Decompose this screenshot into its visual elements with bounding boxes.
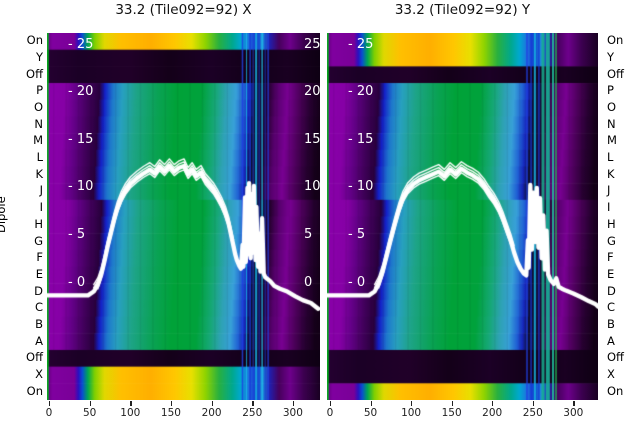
x-tick-label: 50 [82, 407, 97, 419]
row-label-right: Off [607, 350, 624, 365]
scale-label-right: 5 [304, 227, 313, 242]
x-tick-mark [49, 401, 51, 406]
row-label-left: On [26, 33, 43, 48]
scale-label-left: - 25 [68, 37, 94, 52]
row-label-right: C [607, 300, 616, 315]
row-label-left: Off [26, 350, 43, 365]
x-tick-mark [292, 401, 295, 406]
x-tick-mark [130, 401, 132, 406]
x-tick-label: 200 [482, 407, 503, 419]
x-tick-mark [170, 401, 173, 406]
row-label-right: Off [607, 66, 624, 81]
row-label-left: N [34, 116, 43, 131]
row-label-right: On [607, 383, 624, 398]
row-label-right: A [607, 333, 615, 348]
scale-label-right: 0 [304, 275, 313, 290]
x-tick-label: 200 [201, 407, 222, 419]
scale-label-left: - 10 [68, 179, 94, 194]
row-label-left: O [33, 100, 43, 115]
row-label-left: Y [35, 50, 43, 65]
scale-label-left: - 0 [68, 275, 86, 290]
row-label-right: P [607, 83, 614, 98]
row-label-right: On [607, 33, 624, 48]
row-label-left: On [26, 383, 43, 398]
x-tick-mark [573, 401, 575, 406]
row-label-right: I [607, 200, 611, 215]
heatmap-panel-x: - 25 - 20 - 15 - 10 - 5 - 0 25 20 15 10 5 0 [47, 33, 320, 400]
x-tick-mark [451, 401, 453, 406]
row-label-right: L [607, 150, 614, 165]
panel-y-title: 33.2 (Tile092=92) Y [394, 2, 531, 18]
x-tick-label: 50 [363, 407, 378, 419]
scale-label-left: - 0 [348, 275, 366, 290]
x-tick-label: 0 [45, 407, 53, 419]
scale-label-left: - 15 [68, 132, 94, 147]
scale-label-left: - 5 [68, 227, 86, 242]
x-tick-mark [532, 401, 535, 406]
x-tick-mark [411, 401, 413, 406]
heatmap-canvas-x [47, 33, 320, 400]
row-label-left: H [34, 216, 43, 231]
x-tick-label: 250 [522, 407, 543, 419]
x-tick-mark [211, 401, 213, 406]
scale-label-left: - 20 [68, 84, 94, 99]
x-tick-label: 100 [120, 407, 141, 419]
row-label-left: K [35, 166, 43, 181]
row-label-left: G [34, 233, 43, 248]
x-tick-label: 0 [326, 407, 334, 419]
row-label-left: Off [26, 66, 43, 81]
x-tick-mark [252, 401, 254, 406]
row-label-right: D [607, 283, 616, 298]
scale-label-left: - 10 [348, 179, 374, 194]
scale-label-left: - 5 [348, 227, 366, 242]
row-label-right: H [607, 216, 616, 231]
row-label-right: N [607, 116, 616, 131]
row-label-right: F [607, 250, 614, 265]
x-tick-label: 150 [160, 407, 181, 419]
x-tick-mark [492, 401, 494, 406]
x-tick-mark [330, 401, 332, 406]
row-label-left: J [39, 183, 43, 198]
x-tick-label: 100 [401, 407, 422, 419]
row-label-left: X [35, 366, 43, 381]
row-label-left: B [35, 316, 43, 331]
scale-label-left: - 20 [348, 84, 374, 99]
scale-label-right: 15 [304, 132, 320, 147]
row-label-left: C [34, 300, 43, 315]
row-label-left: L [36, 150, 43, 165]
row-label-left: E [35, 266, 43, 281]
scale-label-right: 10 [304, 179, 320, 194]
scale-label-right: 20 [304, 84, 320, 99]
heatmap-panel-y: - 25 - 20 - 15 - 10 - 5 - 0 [327, 33, 598, 400]
row-label-left: M [33, 133, 43, 148]
panel-x-title: 33.2 (Tile092=92) X [115, 2, 252, 18]
row-label-right: J [607, 183, 611, 198]
row-label-right: B [607, 316, 615, 331]
row-label-left: I [39, 200, 43, 215]
x-tick-label: 300 [282, 407, 303, 419]
row-label-right: X [607, 366, 615, 381]
row-label-left: F [36, 250, 43, 265]
row-label-right: K [607, 166, 615, 181]
x-tick-mark [89, 401, 91, 406]
scale-label-left: - 25 [348, 37, 374, 52]
row-label-right: M [607, 133, 617, 148]
scale-label-left: - 15 [348, 132, 374, 147]
x-tick-mark [370, 401, 372, 406]
scale-label-right: 25 [304, 37, 320, 52]
row-label-left: P [36, 83, 43, 98]
x-tick-label: 250 [242, 407, 263, 419]
row-label-right: G [607, 233, 616, 248]
row-label-left: D [34, 283, 43, 298]
row-label-left: A [35, 333, 43, 348]
row-label-right: O [607, 100, 617, 115]
row-label-right: Y [607, 50, 615, 65]
x-tick-label: 150 [441, 407, 462, 419]
x-tick-label: 300 [563, 407, 584, 419]
row-label-right: E [607, 266, 615, 281]
heatmap-canvas-y [327, 33, 598, 400]
